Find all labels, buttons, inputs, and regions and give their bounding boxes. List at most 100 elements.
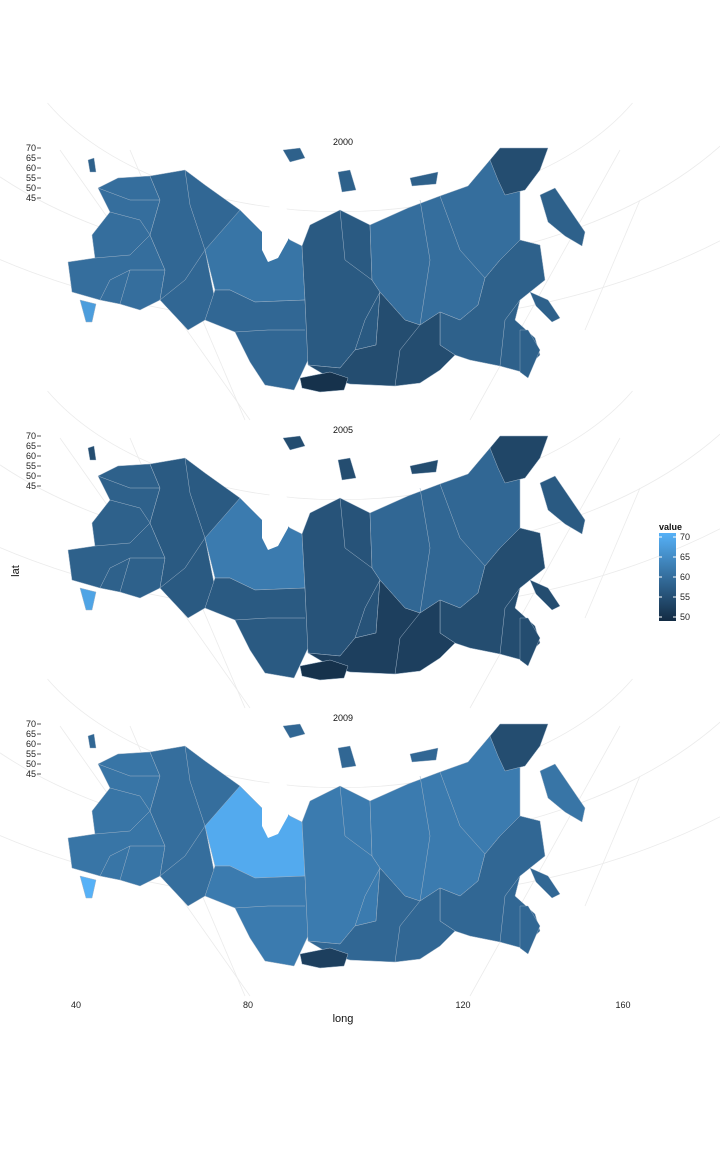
region-border: [339, 497, 373, 569]
island-shape: [337, 457, 357, 481]
region-border: [97, 187, 160, 201]
region-border: [99, 269, 131, 301]
x-tick-label: 160: [615, 1000, 630, 1010]
region-border: [159, 249, 206, 301]
y-tick-label: 60: [26, 163, 36, 173]
region-border: [439, 195, 486, 279]
y-tick-label: 70: [26, 143, 36, 153]
region-border: [184, 457, 206, 539]
island-shape: [337, 169, 357, 193]
region-border: [234, 617, 305, 621]
legend-colorbar: [659, 533, 676, 621]
region-central-siberia: [301, 209, 381, 369]
region-west-block: [67, 463, 166, 599]
region-west-siberia-south: [204, 865, 309, 967]
region-border: [354, 579, 381, 639]
region-border: [99, 845, 131, 877]
region-border: [439, 771, 486, 855]
x-axis-ticks: 40 80 120 160: [71, 1000, 631, 1010]
region-border: [439, 483, 486, 567]
island-shape: [519, 617, 541, 667]
island-shape: [409, 171, 439, 187]
island-shape: [282, 435, 306, 451]
region-border: [184, 745, 206, 827]
region-border: [184, 169, 206, 251]
y-tick-label: 70: [26, 719, 36, 729]
legend-title: value: [659, 522, 682, 532]
region-border: [94, 522, 151, 547]
region-tyva: [299, 371, 349, 393]
region-border: [499, 299, 521, 367]
y-tick-label: 55: [26, 749, 36, 759]
region-border: [234, 905, 305, 909]
region-border: [94, 810, 151, 835]
region-kamchatka: [539, 475, 586, 535]
legend-tick-label: 50: [680, 612, 690, 622]
grid-meridian: [469, 437, 621, 709]
y-tick-label: 55: [26, 461, 36, 471]
region-caucasus: [79, 587, 97, 611]
region-border: [97, 475, 160, 489]
region-border: [109, 211, 151, 236]
legend: value 70 65 60 55 50: [659, 522, 690, 622]
region-caucasus: [79, 875, 97, 899]
facet-panels: 2000706560555045200570656055504520097065…: [0, 102, 720, 997]
region-west-block: [67, 751, 166, 887]
panel-title: 2005: [333, 425, 353, 435]
island-shape: [529, 579, 561, 611]
region-central-siberia: [301, 497, 381, 657]
region-chukotka: [489, 147, 549, 196]
panel-title: 2009: [333, 713, 353, 723]
legend-tick-label: 70: [680, 532, 690, 542]
region-kamchatka: [539, 187, 586, 247]
grid-meridian: [584, 487, 641, 619]
island-shape: [282, 723, 306, 739]
region-tyva: [299, 947, 349, 969]
island-shape: [409, 747, 439, 763]
island-shape: [529, 867, 561, 899]
region-chukotka: [489, 435, 549, 484]
island-shape: [87, 445, 97, 461]
region-border: [159, 537, 206, 589]
region-border: [499, 587, 521, 655]
region-border: [109, 499, 151, 524]
region-border: [339, 209, 373, 281]
y-tick-label: 50: [26, 183, 36, 193]
island-shape: [282, 147, 306, 163]
region-central-siberia: [301, 785, 381, 945]
island-shape: [529, 291, 561, 323]
grid-meridian: [469, 725, 621, 997]
region-border: [394, 324, 421, 387]
region-border: [419, 199, 431, 326]
region-border: [394, 900, 421, 963]
grid-meridian: [584, 199, 641, 331]
region-west-siberia-south: [204, 577, 309, 679]
region-border: [97, 763, 160, 777]
region-west-siberia-south: [204, 289, 309, 391]
region-border: [354, 867, 381, 927]
region-south-siberia: [307, 291, 456, 387]
y-tick-label: 60: [26, 739, 36, 749]
x-axis-title: long: [333, 1013, 354, 1025]
map-regions: [67, 723, 586, 969]
region-chukotka: [489, 723, 549, 772]
island-shape: [337, 745, 357, 769]
x-tick-label: 80: [243, 1000, 253, 1010]
region-border: [159, 825, 206, 877]
region-border: [499, 875, 521, 943]
y-tick-label: 55: [26, 173, 36, 183]
region-kamchatka: [539, 763, 586, 823]
legend-tick-label: 65: [680, 552, 690, 562]
region-border: [419, 775, 431, 902]
island-shape: [87, 157, 97, 173]
y-tick-label: 45: [26, 193, 36, 203]
region-south-siberia: [307, 579, 456, 675]
region-border: [234, 329, 305, 333]
region-caucasus: [79, 299, 97, 323]
gulf-water: [262, 200, 290, 262]
legend-tick-label: 60: [680, 572, 690, 582]
region-west-block: [67, 175, 166, 311]
